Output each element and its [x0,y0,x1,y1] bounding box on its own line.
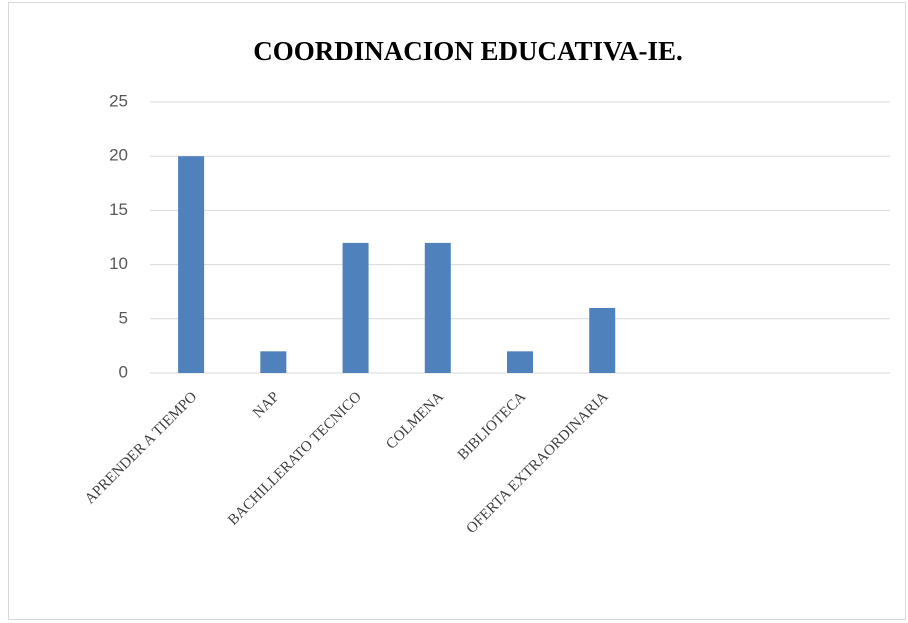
y-tick-label: 20 [109,146,128,165]
bar [589,307,616,373]
bar [424,242,451,373]
y-tick-label: 5 [119,308,128,327]
bar [178,156,205,373]
chart-title: COORDINACION EDUCATIVA-IE. [253,36,683,66]
y-tick-label: 25 [109,91,128,110]
bar [260,351,287,373]
bar [342,242,369,373]
y-tick-label: 0 [119,362,128,381]
y-tick-label: 10 [109,254,128,273]
bar [507,351,533,373]
chart-border [8,2,906,620]
y-tick-label: 15 [109,200,128,219]
